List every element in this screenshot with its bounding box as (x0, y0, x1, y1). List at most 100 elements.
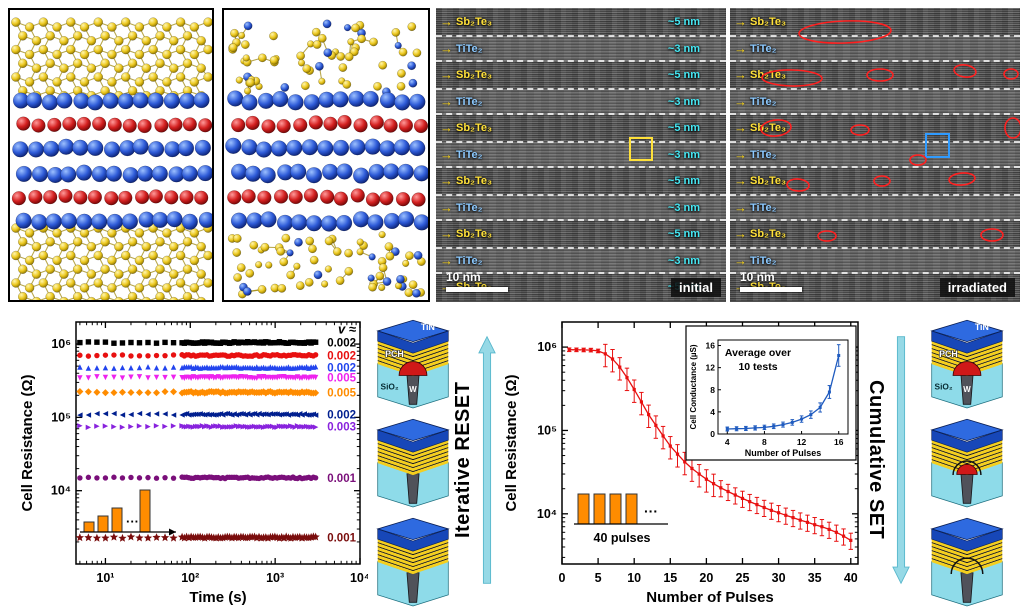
svg-text:12: 12 (797, 437, 807, 447)
layer-boundary-line (730, 247, 1020, 249)
layer-arrow-icon: → (440, 67, 453, 82)
layer-name: TiTe₂ (750, 95, 777, 108)
layer-arrow-icon: → (440, 199, 453, 215)
tem-layer-label: →Sb₂Te₃ (440, 121, 492, 135)
svg-text:···: ··· (644, 503, 658, 519)
svg-text:0: 0 (559, 571, 566, 585)
layer-boundary-line (436, 272, 726, 274)
svg-text:0.003: 0.003 (327, 422, 356, 434)
svg-text:8: 8 (710, 385, 715, 395)
layer-boundary-line (730, 194, 1020, 196)
svg-text:PCH: PCH (939, 349, 958, 359)
svg-text:W: W (409, 385, 417, 394)
tem-layer-sb (436, 61, 726, 89)
panel-condition-badge: irradiated (939, 278, 1015, 297)
tem-initial-panel: → Sb₂Te₃ ~5 nm → TiTe₂ ~3 nm → Sb₂Te₃ ~5 nm → TiTe… (436, 8, 726, 302)
svg-text:0.001: 0.001 (327, 532, 356, 544)
tem-layer-ti (436, 248, 726, 273)
layer-name: TiTe₂ (456, 148, 483, 161)
layer-name: TiTe₂ (456, 95, 483, 108)
tem-layer-label: →Sb₂Te₃ (734, 68, 786, 82)
layer-name: Sb₂Te₃ (750, 228, 787, 240)
svg-text:40 pulses: 40 pulses (594, 531, 651, 545)
svg-text:10⁶: 10⁶ (51, 337, 71, 351)
layer-arrow-icon: → (440, 226, 453, 241)
tem-layer-label: → TiTe₂ (440, 93, 483, 109)
layer-thickness-label: ~3 nm (667, 42, 700, 55)
layer-name: Sb₂Te₃ (750, 69, 787, 81)
layer-arrow-icon: → (734, 14, 747, 29)
tem-layer-ti (436, 89, 726, 114)
svg-text:0: 0 (710, 429, 715, 439)
svg-text:15: 15 (663, 571, 677, 585)
svg-text:35: 35 (808, 571, 822, 585)
device-schematic-reset-bottom (376, 517, 450, 607)
layer-arrow-icon: → (440, 93, 453, 109)
layer-name: TiTe₂ (456, 201, 483, 214)
layer-boundary-line (730, 60, 1020, 62)
layer-name: Sb₂Te₃ (750, 16, 787, 28)
device-schematic-set-mid (930, 418, 1004, 508)
layer-thickness-label: ~5 nm (667, 175, 700, 187)
tem-layer-label: →Sb₂Te₃ (734, 174, 786, 188)
tem-layer-label: → TiTe₂ (440, 41, 483, 56)
tem-layer-label: → TiTe₂ (440, 199, 483, 215)
svg-text:Cell Resistance (Ω): Cell Resistance (Ω) (503, 374, 520, 511)
defect-annotations (760, 20, 1020, 242)
tem-layer-label: →Sb₂Te₃ (734, 121, 786, 135)
tem-layer-label: → TiTe₂ (734, 94, 777, 109)
device-schematic-reset-mid (376, 418, 450, 508)
svg-text:SiO₂: SiO₂ (935, 381, 953, 391)
layer-boundary-line (730, 35, 1020, 37)
svg-text:8: 8 (762, 437, 767, 447)
svg-text:16: 16 (706, 341, 716, 351)
tem-layer-sb (436, 8, 726, 36)
svg-text:0.005: 0.005 (327, 372, 356, 384)
svg-text:20: 20 (699, 571, 713, 585)
device-schematic-reset-top: TiN PCH SiO₂ W (376, 319, 450, 409)
svg-text:10²: 10² (181, 571, 199, 585)
pulse-train-inset: ··· 40 pulses (574, 493, 668, 545)
roi-annotation-initial (629, 137, 653, 161)
layer-boundary-line (730, 272, 1020, 274)
layer-boundary-line (730, 141, 1020, 143)
layer-name: Sb₂Te₃ (456, 16, 493, 28)
layer-thickness-label: ~5 nm (667, 228, 700, 240)
svg-text:10¹: 10¹ (96, 571, 114, 585)
tem-layer-label: → TiTe₂ (734, 253, 777, 268)
retention-chart: 10¹ 10² 10³ 10⁴ 10⁴ 10⁵ 10⁶ Time (s) Cell Resist… (19, 321, 368, 606)
svg-text:0.005: 0.005 (327, 387, 356, 399)
scale-bar (446, 287, 508, 292)
svg-text:4: 4 (710, 407, 715, 417)
layer-name: TiTe₂ (456, 254, 483, 267)
scale-bar-label: 10 nm (740, 270, 775, 284)
tem-layer-ti (730, 142, 1020, 167)
svg-text:40: 40 (844, 571, 858, 585)
layer-boundary-line (436, 88, 726, 90)
tem-layer-sb (436, 220, 726, 248)
layer-arrow-icon: → (734, 40, 747, 56)
layer-boundary-line (730, 113, 1020, 115)
md-ordered-structure-panel (8, 8, 214, 302)
svg-text:PCH: PCH (385, 349, 404, 359)
svg-text:16: 16 (834, 437, 844, 447)
layer-name: Sb₂Te₃ (456, 175, 493, 187)
tem-layer-sb (436, 114, 726, 142)
tem-layer-sb (436, 167, 726, 195)
tem-layer-label: →Sb₂Te₃ (734, 15, 786, 29)
svg-text:0.001: 0.001 (327, 473, 356, 485)
svg-text:10⁵: 10⁵ (51, 410, 71, 424)
svg-text:Cell Resistance (Ω): Cell Resistance (Ω) (19, 374, 36, 511)
layer-name: Sb₂Te₃ (750, 122, 787, 134)
svg-text:Average over: Average over (725, 347, 791, 359)
layer-boundary-line (436, 60, 726, 62)
svg-text:10: 10 (627, 571, 641, 585)
svg-text:Cell Conductance (µS): Cell Conductance (µS) (689, 344, 698, 429)
svg-text:12: 12 (706, 363, 716, 373)
layer-arrow-icon: → (734, 146, 747, 162)
layer-boundary-line (436, 247, 726, 249)
tem-layer-ti (436, 195, 726, 220)
md-disordered-structure-panel (222, 8, 430, 302)
